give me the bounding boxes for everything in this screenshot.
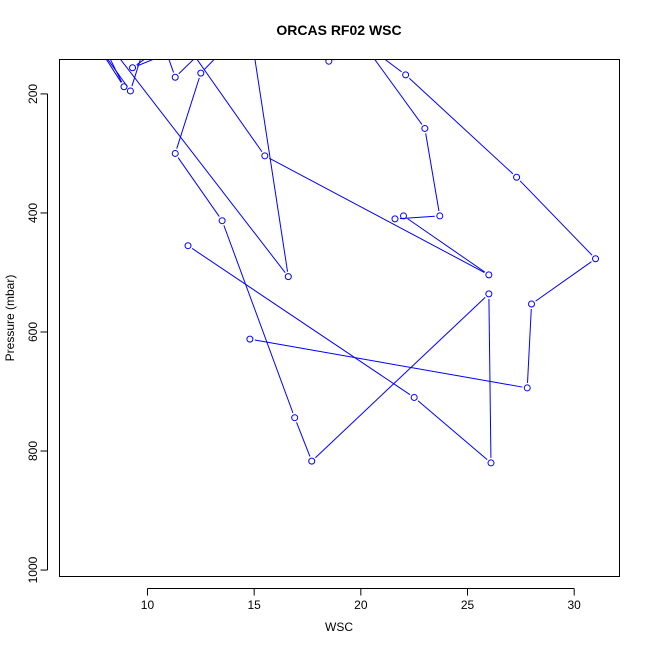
data-point <box>513 173 521 181</box>
series-segment <box>120 60 286 273</box>
series-segment <box>223 225 294 414</box>
y-axis: 200 400 600 800 1000 <box>26 84 48 583</box>
data-point <box>89 20 95 26</box>
data-point <box>592 255 600 263</box>
data-point <box>391 215 399 223</box>
series-segment <box>136 60 153 67</box>
y-tick-label: 800 <box>26 441 40 461</box>
x-axis: 10 15 20 25 30 <box>141 588 582 612</box>
series-line <box>106 38 593 461</box>
data-point <box>325 60 333 65</box>
data-point <box>402 71 410 79</box>
y-axis-label: Pressure (mbar) <box>3 275 17 362</box>
series-segment <box>168 60 175 73</box>
series-segment <box>269 157 485 273</box>
series-segment <box>374 60 423 125</box>
x-tick-label: 20 <box>354 598 368 612</box>
data-point <box>171 149 179 157</box>
data-point <box>308 457 316 465</box>
data-point <box>369 46 375 52</box>
data-point <box>436 212 444 220</box>
series-segment <box>110 60 123 83</box>
data-point <box>487 459 495 467</box>
series-segment <box>315 296 486 459</box>
data-point <box>421 124 429 132</box>
data-point <box>311 2 317 8</box>
data-point <box>523 384 531 392</box>
data-point <box>261 152 269 160</box>
data-point <box>485 290 493 298</box>
series-segment <box>408 77 514 175</box>
series-segment <box>254 339 523 388</box>
series-segment <box>425 133 440 212</box>
series-segment <box>106 60 122 83</box>
plot-frame <box>59 59 620 577</box>
plot-area <box>89 2 600 467</box>
data-point <box>126 87 134 95</box>
series-segment <box>176 77 200 149</box>
series-segment <box>488 298 492 458</box>
data-point <box>246 335 254 343</box>
data-point <box>219 28 225 34</box>
data-point <box>485 271 493 279</box>
series-segment <box>296 422 311 457</box>
data-point <box>400 212 408 220</box>
y-tick-label: 400 <box>26 203 40 223</box>
series-segment <box>417 400 488 461</box>
y-tick-label: 600 <box>26 322 40 342</box>
x-tick-label: 10 <box>141 598 155 612</box>
x-tick-label: 15 <box>247 598 261 612</box>
data-point <box>218 217 226 225</box>
data-point <box>410 393 418 401</box>
data-point <box>184 242 192 250</box>
series-segment <box>136 60 145 66</box>
data-point <box>129 64 137 72</box>
data-point <box>249 37 255 43</box>
series-segment <box>107 60 128 88</box>
series-segment <box>191 248 411 396</box>
data-point <box>151 14 157 20</box>
series-segment <box>407 218 486 273</box>
series-segment <box>254 60 289 272</box>
series-segment <box>203 60 215 70</box>
series-segment <box>333 60 335 61</box>
series-segment <box>332 38 353 58</box>
x-axis-label: WSC <box>325 620 353 634</box>
data-point <box>230 37 236 43</box>
series-segment <box>177 157 220 217</box>
chart-title: ORCAS RF02 WSC <box>276 22 401 38</box>
series-segment <box>519 180 593 256</box>
x-tick-label: 25 <box>461 598 475 612</box>
data-point <box>284 273 292 281</box>
data-point <box>176 31 182 37</box>
data-point <box>120 83 128 91</box>
data-point <box>528 300 536 308</box>
data-point <box>91 37 97 43</box>
series-segment <box>384 60 402 73</box>
y-tick-label: 200 <box>26 84 40 104</box>
series-segment <box>196 60 263 153</box>
series-segment <box>178 60 194 75</box>
data-point <box>197 69 205 77</box>
data-point <box>291 414 299 422</box>
series-segment <box>527 308 532 383</box>
x-tick-label: 30 <box>568 598 582 612</box>
data-point <box>171 73 179 81</box>
series-segment <box>535 261 592 302</box>
series-segment <box>131 60 141 87</box>
y-tick-label: 1000 <box>26 556 40 583</box>
